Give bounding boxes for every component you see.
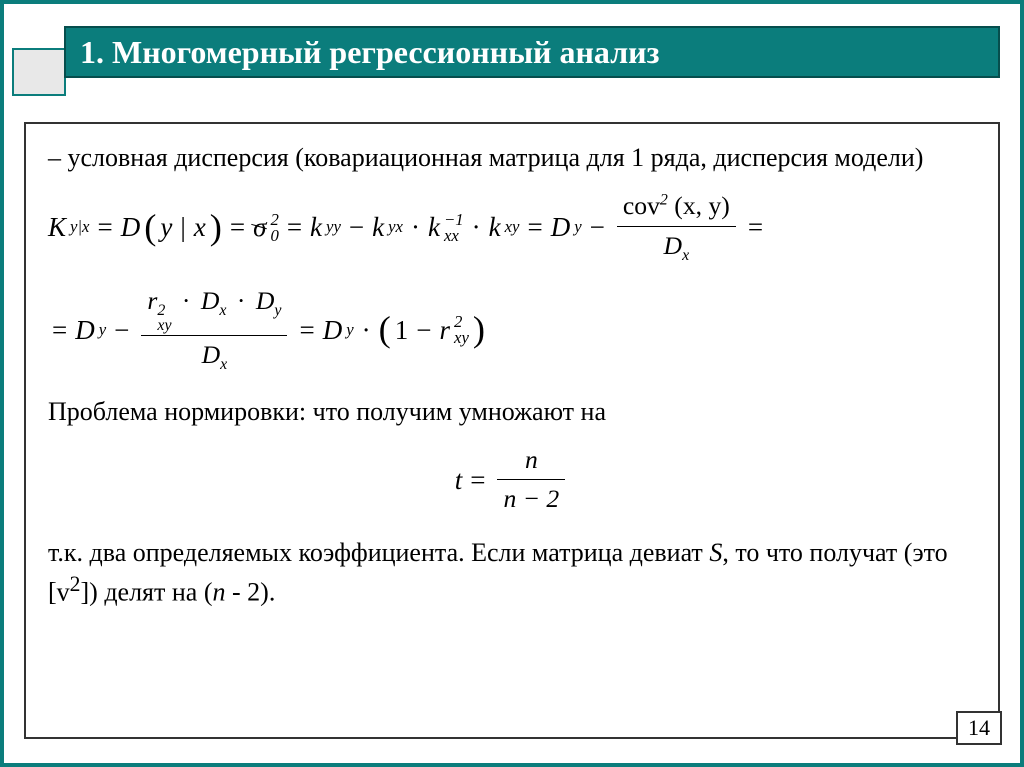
sym-Dx-1: D bbox=[664, 231, 683, 260]
sub-x-3: x bbox=[220, 356, 227, 373]
title-corner-decoration bbox=[12, 48, 66, 96]
frac-cov-bar bbox=[617, 226, 736, 227]
sym-sigma: σ bbox=[253, 209, 266, 245]
sym-x: x bbox=[194, 209, 206, 245]
sub-x-2: x bbox=[219, 302, 226, 319]
sym-dot-2: · bbox=[468, 209, 485, 245]
frac-t: n n − 2 bbox=[497, 443, 565, 517]
sym-Dx-3: D bbox=[202, 340, 221, 369]
frac-r2-num: r2xy · Dx · Dy bbox=[141, 284, 287, 333]
r-subxy-2: xy bbox=[454, 330, 469, 346]
sym-minus-2: − bbox=[586, 209, 609, 245]
sub-y-2: y bbox=[99, 319, 106, 342]
sym-k-2: k bbox=[372, 209, 384, 245]
sym-one: 1 bbox=[395, 312, 409, 348]
sym-dot-4: · bbox=[233, 286, 250, 315]
sym-Dy-3: D bbox=[256, 286, 275, 315]
r-supsub-1: 2xy bbox=[157, 303, 171, 333]
footer-sup2: 2 bbox=[70, 572, 81, 596]
cov-sup2: 2 bbox=[660, 192, 668, 209]
sub-yy: yy bbox=[326, 216, 341, 239]
sym-dot-5: · bbox=[358, 312, 375, 348]
sym-k-4: k bbox=[489, 209, 501, 245]
cov-args: (x, y) bbox=[674, 191, 730, 220]
frac-r2-bar bbox=[141, 335, 287, 336]
sym-dot-3: · bbox=[178, 286, 195, 315]
sym-D: D bbox=[121, 209, 141, 245]
sym-minus-4: − bbox=[412, 312, 435, 348]
frac-t-den: n − 2 bbox=[497, 482, 565, 517]
sym-eq-3: = bbox=[283, 209, 306, 245]
sym-eq-5: = bbox=[744, 209, 767, 245]
sym-k-1: k bbox=[310, 209, 322, 245]
sym-eq-6: = bbox=[48, 312, 71, 348]
sym-Dy-2: D bbox=[75, 312, 95, 348]
sym-t: t bbox=[455, 462, 463, 498]
sym-Dy-4: D bbox=[323, 312, 343, 348]
sym-r-2: r bbox=[440, 312, 451, 348]
sym-dot-1: · bbox=[407, 209, 424, 245]
sub-yx: yx bbox=[388, 216, 403, 239]
content-area: – условная дисперсия (ковариационная мат… bbox=[24, 122, 1000, 739]
page-number: 14 bbox=[956, 711, 1002, 745]
lparen-1: ( bbox=[144, 203, 156, 252]
frac-cov-den: Dx bbox=[658, 229, 696, 267]
frac-t-bar bbox=[497, 479, 565, 480]
sub-y-4: y bbox=[346, 319, 353, 342]
frac-r2: r2xy · Dx · Dy Dx bbox=[141, 284, 287, 375]
sym-y: y bbox=[160, 209, 172, 245]
slide: 1. Многомерный регрессионный анализ – ус… bbox=[0, 0, 1024, 767]
sym-eq-7: = bbox=[295, 312, 318, 348]
frac-t-num: n bbox=[519, 443, 544, 478]
slide-title: 1. Многомерный регрессионный анализ bbox=[80, 34, 659, 71]
r-sup2-1: 2 bbox=[157, 303, 171, 318]
sym-cov: cov bbox=[623, 191, 660, 220]
sym-K: K bbox=[48, 209, 66, 245]
kxx-supsub: −1xx bbox=[444, 212, 464, 244]
equation-t: t = n n − 2 bbox=[48, 443, 976, 517]
sym-eq-4: = bbox=[523, 209, 546, 245]
sub-0: 0 bbox=[270, 228, 278, 244]
sub-x-1: x bbox=[682, 247, 689, 264]
sub-y-3: y bbox=[274, 302, 281, 319]
sym-eq: = bbox=[93, 209, 116, 245]
rparen-1: ) bbox=[210, 203, 222, 252]
footer-text-c: ]) делят на ( bbox=[81, 578, 213, 607]
sigma-supsub: 20 bbox=[270, 212, 278, 244]
sub-ygivenx: y|x bbox=[70, 216, 89, 239]
equation-simplified: = Dy − r2xy · Dx · Dy Dx = Dy · ( 1 − r2… bbox=[48, 284, 976, 375]
paragraph-footer: т.к. два определяемых коэффициента. Если… bbox=[48, 535, 976, 610]
footer-text-a: т.к. два определяемых коэффициента. Если… bbox=[48, 538, 709, 567]
footer-n: n bbox=[213, 578, 226, 607]
r-supsub-2: 2xy bbox=[454, 314, 469, 346]
footer-S: S bbox=[709, 538, 722, 567]
sym-minus-3: − bbox=[110, 312, 133, 348]
sym-minus-1: − bbox=[345, 209, 368, 245]
sym-eq-2: = bbox=[226, 209, 249, 245]
paragraph-definition: – условная дисперсия (ковариационная мат… bbox=[48, 140, 976, 175]
lparen-2: ( bbox=[379, 305, 391, 354]
frac-r2-den: Dx bbox=[196, 338, 234, 376]
equation-conditional-variance: Ky|x = D ( y | x ) = σ20 = kyy − kyx · k… bbox=[48, 189, 976, 266]
sym-Dy: D bbox=[551, 209, 571, 245]
frac-cov-num: cov2 (x, y) bbox=[617, 189, 736, 224]
r-subxy-1: xy bbox=[157, 318, 171, 333]
footer-text-d: - 2). bbox=[226, 578, 276, 607]
rparen-2: ) bbox=[473, 305, 485, 354]
paragraph-normalization: Проблема нормировки: что получим умножаю… bbox=[48, 394, 976, 429]
sym-r-1: r bbox=[147, 286, 157, 315]
sub-xy: xy bbox=[505, 216, 520, 239]
sub-xx: xx bbox=[444, 228, 464, 244]
sym-eq-8: = bbox=[466, 462, 489, 498]
sub-y-1: y bbox=[574, 216, 581, 239]
sym-k-3: k bbox=[428, 209, 440, 245]
frac-cov: cov2 (x, y) Dx bbox=[617, 189, 736, 266]
sym-Dx-2: D bbox=[201, 286, 220, 315]
title-bar: 1. Многомерный регрессионный анализ bbox=[64, 26, 1000, 78]
sym-bar: | bbox=[176, 209, 189, 245]
